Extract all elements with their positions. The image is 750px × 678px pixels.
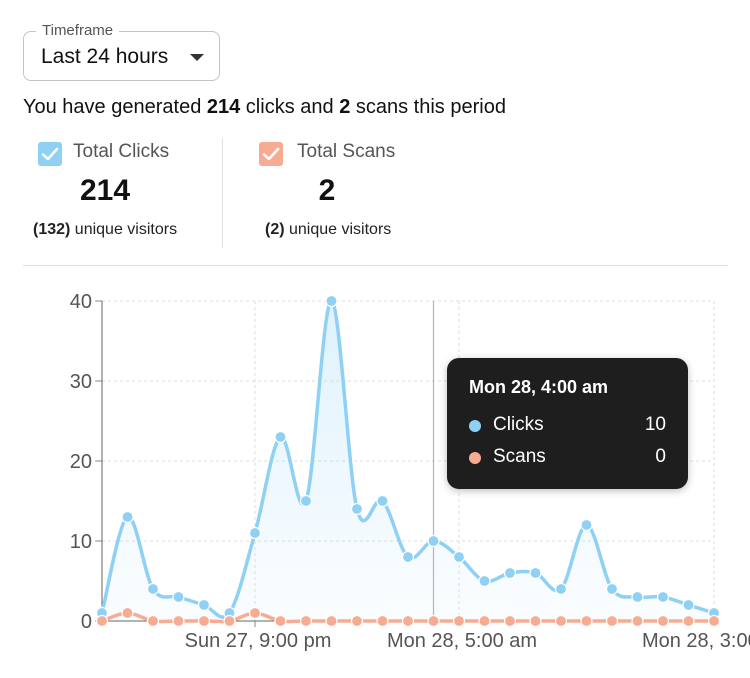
data-point-clicks — [529, 566, 542, 580]
data-point-clicks — [554, 582, 568, 596]
y-tick-label: 40 — [70, 291, 92, 313]
y-tick-label: 0 — [81, 611, 92, 633]
x-tick-label: Mon 28, 3:00 pm — [642, 630, 750, 652]
stat-scans-label: Total Scans — [297, 141, 396, 162]
data-point-clicks — [146, 582, 160, 596]
summary-scans: 2 — [339, 96, 351, 118]
summary-clicks: 214 — [206, 96, 241, 118]
data-point-clicks — [299, 494, 313, 508]
data-point-clicks — [121, 510, 134, 524]
y-tick-label: 30 — [70, 371, 92, 393]
stat-scans-unique: (2) unique visitors — [265, 221, 391, 239]
summary-middle: clicks and — [240, 96, 340, 118]
tooltip-row-scans: Scans 0 — [469, 446, 666, 470]
data-point-scans — [427, 614, 440, 628]
data-point-scans — [580, 614, 593, 628]
stat-clicks-unique-count: (132) — [33, 221, 71, 238]
data-point-clicks — [350, 502, 364, 516]
data-point-scans — [554, 614, 568, 628]
data-point-clicks — [197, 598, 211, 612]
stat-total-scans: Total Scans 2 (2) unique visitors — [222, 138, 423, 248]
x-tick-label: Mon 28, 5:00 am — [387, 630, 537, 652]
data-point-scans — [95, 614, 109, 628]
data-point-clicks — [401, 550, 415, 564]
tooltip-scans-value: 0 — [655, 446, 666, 467]
data-point-clicks — [503, 566, 517, 580]
data-point-clicks — [631, 590, 644, 604]
timeframe-select[interactable]: Timeframe Last 24 hours — [23, 22, 220, 81]
data-point-clicks — [580, 518, 593, 532]
data-point-scans — [299, 614, 313, 628]
scans-checkbox[interactable] — [259, 142, 283, 166]
data-point-scans — [452, 614, 466, 628]
summary-suffix: scans this period — [350, 96, 506, 118]
data-point-scans — [376, 614, 389, 628]
data-point-scans — [248, 606, 262, 620]
data-point-scans — [197, 614, 211, 628]
data-point-clicks — [248, 526, 262, 540]
tooltip-clicks-value: 10 — [644, 414, 666, 435]
timeframe-value: Last 24 hours — [41, 45, 169, 68]
data-point-clicks — [478, 574, 491, 588]
tooltip-clicks-dot — [469, 420, 481, 432]
tooltip-clicks-name: Clicks — [493, 414, 544, 435]
data-point-scans — [401, 614, 415, 628]
data-point-scans — [631, 614, 644, 628]
timeframe-label: Timeframe — [36, 22, 120, 39]
tooltip-scans-name: Scans — [493, 446, 546, 467]
data-point-scans — [682, 614, 695, 628]
y-tick-label: 10 — [70, 531, 92, 553]
y-tick-label: 20 — [70, 451, 92, 473]
stat-scans-unique-count: (2) — [265, 221, 285, 238]
x-tick-label: Sun 27, 9:00 pm — [185, 630, 332, 652]
data-point-scans — [350, 614, 364, 628]
tooltip-title: Mon 28, 4:00 am — [469, 377, 609, 397]
data-point-scans — [478, 614, 491, 628]
stat-scans-unique-label: unique visitors — [284, 221, 392, 238]
period-summary: You have generated 214 clicks and 2 scan… — [23, 96, 506, 119]
section-divider — [23, 265, 728, 266]
stat-total-clicks: Total Clicks 214 (132) unique visitors — [28, 138, 216, 248]
data-point-clicks — [605, 582, 619, 596]
data-point-clicks — [376, 494, 389, 508]
data-point-clicks — [682, 598, 695, 612]
data-point-scans — [707, 614, 721, 628]
data-point-clicks — [427, 534, 440, 548]
stat-clicks-value: 214 — [79, 174, 131, 207]
data-point-scans — [172, 614, 185, 628]
data-point-scans — [529, 614, 542, 628]
stat-scans-value: 2 — [318, 174, 336, 207]
data-point-scans — [605, 614, 619, 628]
chevron-down-icon — [190, 54, 204, 61]
tooltip-scans-dot — [469, 452, 481, 464]
data-point-clicks — [325, 294, 338, 308]
stat-clicks-unique: (132) unique visitors — [33, 221, 177, 239]
data-point-clicks — [656, 590, 670, 604]
stat-clicks-unique-label: unique visitors — [70, 221, 178, 238]
data-point-clicks — [274, 430, 287, 444]
data-point-scans — [146, 614, 160, 628]
data-point-scans — [223, 614, 236, 628]
data-point-clicks — [172, 590, 185, 604]
data-point-scans — [121, 606, 134, 620]
clicks-checkbox[interactable] — [38, 142, 62, 166]
series-area-clicks — [102, 300, 714, 621]
check-icon — [41, 147, 59, 161]
check-icon — [262, 147, 280, 161]
chart-tooltip: Mon 28, 4:00 am Clicks 10 Scans 0 — [447, 358, 688, 489]
data-point-scans — [274, 614, 287, 628]
data-point-clicks — [452, 550, 466, 564]
stat-clicks-label: Total Clicks — [73, 141, 170, 162]
data-point-scans — [503, 614, 517, 628]
summary-prefix: You have generated — [23, 96, 207, 118]
data-point-scans — [325, 614, 338, 628]
data-point-scans — [656, 614, 670, 628]
tooltip-row-clicks: Clicks 10 — [469, 414, 666, 438]
